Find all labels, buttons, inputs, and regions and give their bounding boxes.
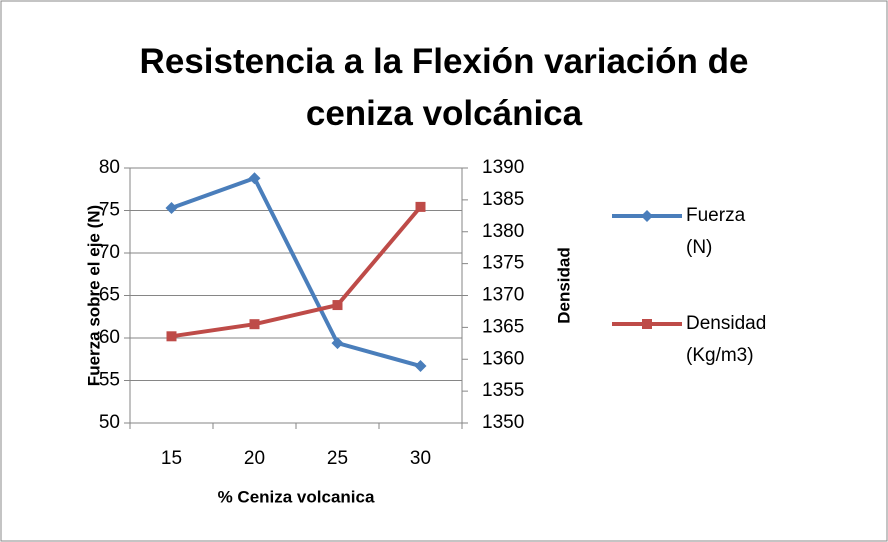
- y2-tick-label: 1390: [482, 157, 524, 178]
- marker: [414, 360, 427, 373]
- marker: [165, 201, 178, 214]
- y-tick-label: 75: [99, 200, 120, 221]
- y2-tick-label: 1360: [482, 348, 524, 369]
- legend-marker: [641, 210, 653, 222]
- x-axis-label: % Ceniza volcanica: [218, 487, 375, 506]
- y-tick-label: 55: [99, 370, 120, 391]
- y-axis-label: Fuerza sobre el eje (N): [84, 205, 103, 386]
- y2-tick-label: 1350: [482, 412, 524, 433]
- marker: [249, 319, 260, 330]
- legend-label: Fuerza (N): [686, 205, 746, 258]
- y2-tick-label: 1375: [482, 253, 524, 274]
- y-tick-label: 60: [99, 327, 120, 348]
- y2-tick-label: 1370: [482, 285, 524, 306]
- y-tick-label: 80: [99, 157, 120, 178]
- legend-label: Densidad (Kg/m3): [686, 313, 766, 366]
- marker: [332, 300, 343, 311]
- series-line: [170, 175, 422, 368]
- legend-marker: [642, 319, 652, 329]
- x-tick-label: 20: [244, 448, 265, 469]
- x-tick-label: 15: [161, 448, 182, 469]
- y-tick-label: 65: [99, 285, 120, 306]
- marker: [415, 201, 426, 212]
- y2-tick-label: 1385: [482, 189, 524, 210]
- y2-tick-label: 1355: [482, 380, 524, 401]
- y2-tick-label: 1365: [482, 316, 524, 337]
- marker: [331, 337, 344, 350]
- series-line: [171, 205, 423, 339]
- marker: [248, 172, 261, 185]
- chart-title: Resistencia a la Flexión variación de ce…: [139, 42, 749, 133]
- x-tick-label: 25: [327, 448, 348, 469]
- y-tick-label: 70: [99, 242, 120, 263]
- x-tick-label: 30: [410, 448, 431, 469]
- y-tick-label: 50: [99, 412, 120, 433]
- y2-axis-label: Densidad: [554, 247, 573, 324]
- y2-tick-label: 1380: [482, 221, 524, 242]
- marker: [166, 331, 177, 342]
